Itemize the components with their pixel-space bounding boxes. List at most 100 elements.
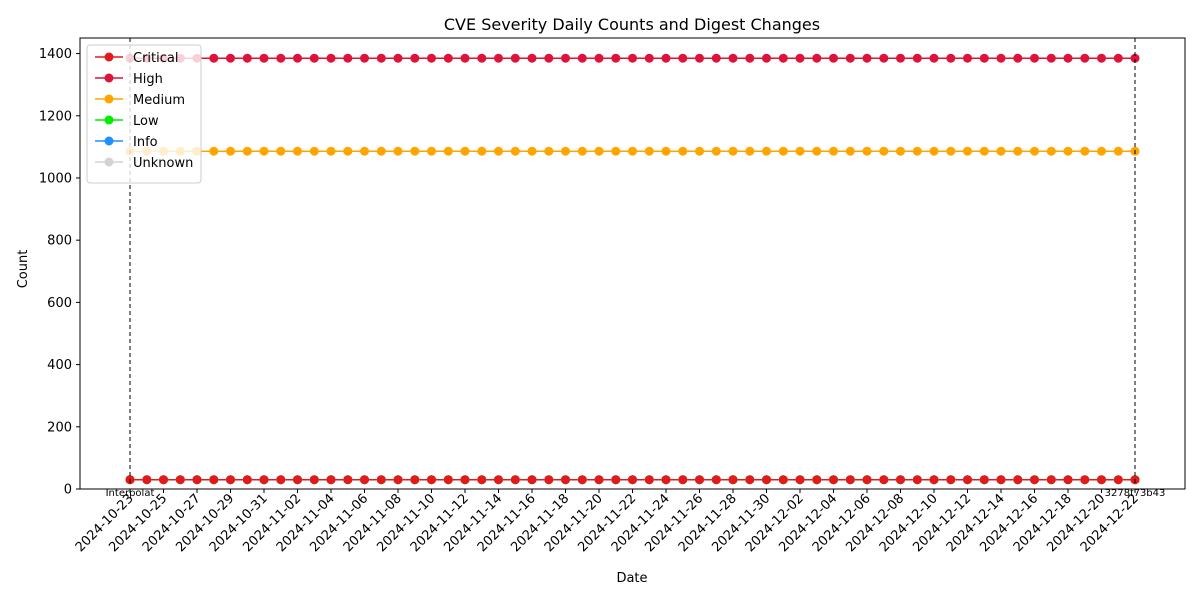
data-point-medium — [1047, 147, 1056, 156]
data-point-critical — [410, 475, 419, 484]
data-point-critical — [159, 475, 168, 484]
legend-label: Medium — [133, 93, 185, 108]
data-point-critical — [193, 475, 202, 484]
data-point-medium — [310, 147, 319, 156]
data-point-high — [394, 54, 403, 63]
data-point-medium — [1064, 147, 1073, 156]
data-point-medium — [1114, 147, 1123, 156]
data-point-medium — [595, 147, 604, 156]
data-point-high — [946, 54, 955, 63]
data-point-critical — [209, 475, 218, 484]
data-point-medium — [276, 147, 285, 156]
data-point-high — [494, 54, 503, 63]
data-point-medium — [628, 147, 637, 156]
data-point-critical — [662, 475, 671, 484]
data-point-medium — [695, 147, 704, 156]
data-point-medium — [410, 147, 419, 156]
data-point-high — [595, 54, 604, 63]
data-point-critical — [930, 475, 939, 484]
data-point-high — [561, 54, 570, 63]
data-point-critical — [561, 475, 570, 484]
data-point-critical — [260, 475, 269, 484]
data-point-critical — [142, 475, 151, 484]
data-point-high — [209, 54, 218, 63]
data-point-critical — [695, 475, 704, 484]
data-point-high — [678, 54, 687, 63]
data-point-medium — [360, 147, 369, 156]
data-point-critical — [511, 475, 520, 484]
data-point-medium — [1030, 147, 1039, 156]
y-tick-label: 1000 — [39, 171, 72, 186]
data-point-critical — [1013, 475, 1022, 484]
data-point-medium — [846, 147, 855, 156]
data-point-medium — [796, 147, 805, 156]
data-point-critical — [226, 475, 235, 484]
data-point-high — [343, 54, 352, 63]
data-point-medium — [963, 147, 972, 156]
data-point-critical — [494, 475, 503, 484]
data-point-critical — [1030, 475, 1039, 484]
data-point-high — [511, 54, 520, 63]
data-point-critical — [678, 475, 687, 484]
legend-label: Low — [133, 114, 159, 129]
data-point-high — [293, 54, 302, 63]
data-point-critical — [394, 475, 403, 484]
data-point-medium — [812, 147, 821, 156]
legend-swatch-marker — [105, 158, 114, 167]
data-point-critical — [779, 475, 788, 484]
data-point-critical — [427, 475, 436, 484]
data-point-high — [243, 54, 252, 63]
data-point-critical — [796, 475, 805, 484]
data-point-critical — [1080, 475, 1089, 484]
data-point-critical — [578, 475, 587, 484]
data-point-high — [695, 54, 704, 63]
data-point-high — [729, 54, 738, 63]
data-point-medium — [260, 147, 269, 156]
data-point-critical — [628, 475, 637, 484]
data-point-medium — [327, 147, 336, 156]
legend-swatch-marker — [105, 116, 114, 125]
data-point-high — [360, 54, 369, 63]
data-point-high — [544, 54, 553, 63]
data-point-high — [829, 54, 838, 63]
data-point-medium — [477, 147, 486, 156]
data-point-critical — [243, 475, 252, 484]
data-point-critical — [913, 475, 922, 484]
axes-frame — [80, 38, 1185, 489]
data-point-critical — [745, 475, 754, 484]
data-point-high — [444, 54, 453, 63]
data-point-high — [1030, 54, 1039, 63]
data-point-critical — [863, 475, 872, 484]
legend-swatch-marker — [105, 95, 114, 104]
data-point-medium — [444, 147, 453, 156]
data-point-critical — [461, 475, 470, 484]
data-point-high — [863, 54, 872, 63]
data-point-critical — [343, 475, 352, 484]
data-point-high — [997, 54, 1006, 63]
data-point-medium — [427, 147, 436, 156]
data-point-medium — [997, 147, 1006, 156]
data-point-medium — [293, 147, 302, 156]
data-point-high — [377, 54, 386, 63]
data-point-high — [1013, 54, 1022, 63]
data-point-critical — [176, 475, 185, 484]
data-point-high — [1114, 54, 1123, 63]
data-point-high — [930, 54, 939, 63]
data-point-critical — [477, 475, 486, 484]
data-point-medium — [645, 147, 654, 156]
data-point-critical — [829, 475, 838, 484]
data-point-critical — [812, 475, 821, 484]
data-point-high — [410, 54, 419, 63]
data-point-high — [528, 54, 537, 63]
data-point-medium — [461, 147, 470, 156]
data-point-critical — [896, 475, 905, 484]
data-point-medium — [779, 147, 788, 156]
data-point-medium — [863, 147, 872, 156]
y-tick-label: 1200 — [39, 109, 72, 124]
data-point-critical — [360, 475, 369, 484]
data-point-critical — [293, 475, 302, 484]
data-point-critical — [310, 475, 319, 484]
data-point-critical — [997, 475, 1006, 484]
